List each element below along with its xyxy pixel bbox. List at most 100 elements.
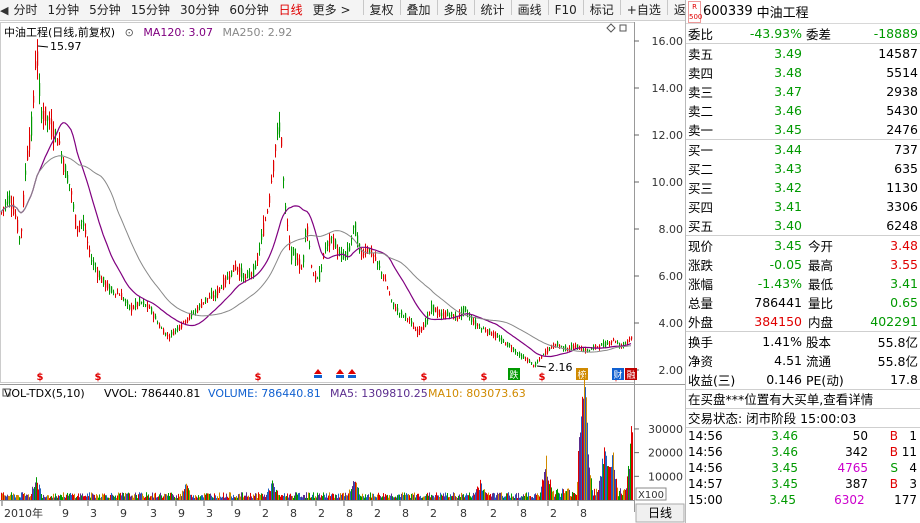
volume-bar	[505, 496, 506, 500]
vol-unit-box	[635, 487, 667, 501]
period-tab[interactable]: 日线	[278, 2, 303, 17]
kline-chart-area[interactable]: 16.00 14.00 12.00 10.00 8.00 6.00 4.00 2.00 15.9…	[0, 22, 685, 523]
volume-bar	[614, 469, 615, 500]
volume-bar	[335, 494, 336, 500]
volume-bar	[452, 495, 453, 500]
toolbar-divider	[473, 0, 475, 15]
prev-arrow-icon[interactable]: ◀	[0, 3, 9, 17]
bid-level[interactable]: 买二 3.43 635	[686, 159, 920, 178]
ask-level[interactable]: 卖一 3.45 2476	[686, 120, 920, 139]
x-axis-label: 9	[62, 507, 69, 520]
tick-count: 4	[909, 461, 917, 475]
candle-body	[41, 110, 43, 119]
volume-bar	[554, 496, 555, 500]
toolbar-button[interactable]: 复权	[369, 2, 394, 17]
big-order-message[interactable]: 在买盘***位置有大买单,查看详情	[686, 389, 920, 408]
volume-bar	[57, 497, 58, 500]
stat-label: 最高	[808, 258, 834, 273]
volume-bar	[243, 497, 244, 500]
toolbar-button[interactable]: 叠加	[406, 2, 431, 17]
volume-bar	[22, 492, 23, 500]
volume-bar	[187, 485, 188, 500]
volume-bar	[497, 492, 498, 500]
volume-bar	[212, 497, 213, 500]
level-volume: 5430	[886, 103, 918, 118]
volume-bar	[223, 492, 224, 500]
stat-row: 现价 3.45 今开 3.48	[686, 236, 920, 255]
volume-bar	[181, 496, 182, 500]
candle-body	[513, 348, 515, 352]
candle-body	[385, 279, 387, 282]
volume-bar	[260, 494, 261, 500]
period-button[interactable]: 日线	[648, 506, 672, 520]
candle-body	[45, 106, 47, 122]
volume-bar	[471, 497, 472, 500]
volume-bar	[55, 493, 56, 500]
toolbar-button[interactable]: +自选	[626, 2, 661, 17]
candle-body	[179, 325, 181, 330]
tick-side: B	[889, 445, 898, 459]
volume-bar	[50, 496, 51, 500]
bid-level[interactable]: 买五 3.40 6248	[686, 216, 920, 235]
period-tab[interactable]: 1分钟	[47, 2, 80, 17]
period-tab[interactable]: 5分钟	[89, 2, 121, 17]
bid-level[interactable]: 买一 3.44 737	[686, 140, 920, 159]
volume-bar	[290, 493, 291, 500]
candle-body	[103, 276, 105, 285]
candle-body	[571, 344, 573, 349]
candle-body	[309, 245, 311, 247]
ask-level[interactable]: 卖五 3.49 14587	[686, 44, 920, 63]
toolbar-divider	[362, 0, 364, 15]
volume-bar	[476, 489, 477, 500]
toolbar-button[interactable]: 统计	[480, 2, 505, 17]
candle-body	[269, 195, 271, 203]
period-tab[interactable]: 30分钟	[180, 2, 220, 17]
candle-body	[39, 83, 41, 97]
period-tab[interactable]: 分时	[13, 2, 38, 17]
period-tab[interactable]: 60分钟	[229, 2, 269, 17]
period-tab[interactable]: 15分钟	[130, 2, 171, 17]
volume-bar	[95, 497, 96, 500]
volume-bar	[81, 495, 82, 500]
candle-body	[153, 312, 155, 319]
volume-bar	[529, 496, 530, 500]
volume-bar	[456, 496, 457, 500]
volume-bar	[214, 493, 215, 500]
candle-body	[299, 259, 301, 269]
volume-bar	[369, 497, 370, 500]
ask-level[interactable]: 卖二 3.46 5430	[686, 101, 920, 120]
candle-body	[617, 342, 619, 344]
ask-level[interactable]: 卖三 3.47 2938	[686, 82, 920, 101]
volume-bar	[102, 493, 103, 500]
volume-bar	[261, 493, 262, 500]
candle-body	[207, 298, 209, 300]
ask-level[interactable]: 卖四 3.48 5514	[686, 63, 920, 82]
toolbar-button[interactable]: 多股	[443, 2, 468, 17]
bid-level[interactable]: 买四 3.41 3306	[686, 197, 920, 216]
volume-bar	[383, 493, 384, 500]
period-tab[interactable]: 更多 >	[312, 2, 351, 17]
volume-bar	[311, 497, 312, 500]
collapse-icon[interactable]: ⊙	[124, 26, 134, 39]
volume-bar	[37, 482, 38, 500]
volume-bar	[608, 466, 609, 500]
volume-bar	[66, 494, 67, 500]
candle-body	[611, 341, 613, 343]
volume-bar	[523, 494, 524, 500]
toolbar-divider	[582, 0, 584, 15]
toolbar-button[interactable]: F10	[554, 2, 577, 17]
candle-body	[495, 333, 497, 338]
bid-level[interactable]: 买三 3.42 1130	[686, 178, 920, 197]
toolbar-button[interactable]: 标记	[589, 2, 614, 17]
candle-body	[307, 226, 309, 235]
candle-body	[341, 252, 343, 260]
volume-bar	[397, 495, 398, 500]
volume-bar	[2, 493, 3, 500]
candle-body	[347, 247, 349, 258]
volume-bar	[298, 493, 299, 500]
toolbar-button[interactable]: 画线	[517, 2, 542, 17]
volume-bar	[234, 497, 235, 500]
level-volume: 14587	[878, 46, 918, 61]
volume-bar	[581, 416, 582, 500]
kline-chart[interactable]: 16.00 14.00 12.00 10.00 8.00 6.00 4.00 2.00 15.9…	[0, 22, 685, 523]
